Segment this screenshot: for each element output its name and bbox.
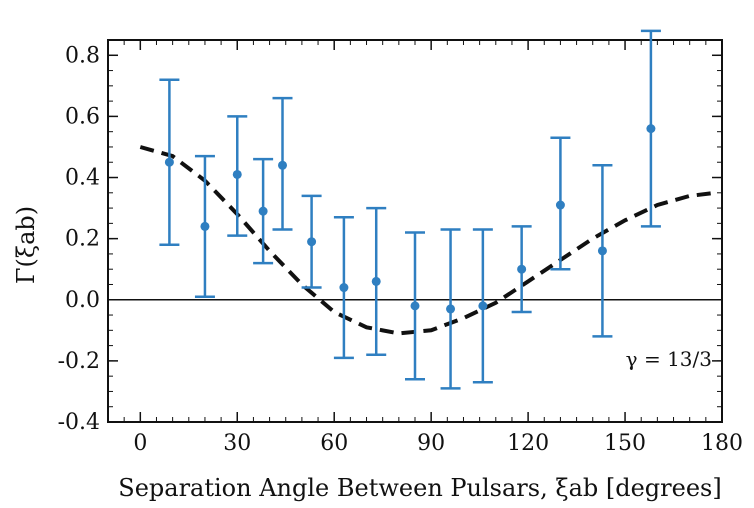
data-point [164,157,174,167]
x-tick-label: 180 [701,431,743,456]
data-point [597,246,607,256]
data-point [232,169,242,179]
x-tick-label: 150 [604,431,646,456]
y-tick-label: 0.6 [65,104,100,129]
x-tick-label: 120 [507,431,549,456]
y-tick-label: 0.8 [65,43,100,68]
data-point [371,276,381,286]
y-tick-label: 0.4 [65,166,100,191]
data-point [517,264,527,274]
data-point [478,301,488,311]
y-tick-label: -0.4 [58,410,100,435]
plot-area: -0.4 -0.2 0.0 0.2 0.4 0.6 0.8 0 30 60 90 120 150 180 [58,29,743,456]
x-axis-label: Separation Angle Between Pulsars, ξab [d… [118,474,721,502]
data-point [278,160,288,170]
y-tick-label: -0.2 [58,349,100,374]
gamma-annotation: γ = 13/3 [626,347,712,371]
data-point [646,124,656,134]
x-tick-label: 60 [320,431,348,456]
x-tick-label: 30 [223,431,251,456]
y-tick-label: 0.2 [65,227,100,252]
data-point [410,301,420,311]
data-point [339,283,349,293]
data-point [200,221,210,231]
x-tick-label: 90 [417,431,445,456]
x-tick-label: 0 [133,431,147,456]
data-point [258,206,268,216]
data-point [446,304,456,314]
y-tick-label: 0.0 [65,288,100,313]
data-point [555,200,565,210]
data-point [307,237,317,247]
y-axis-label: Γ(ξab) [12,206,40,284]
